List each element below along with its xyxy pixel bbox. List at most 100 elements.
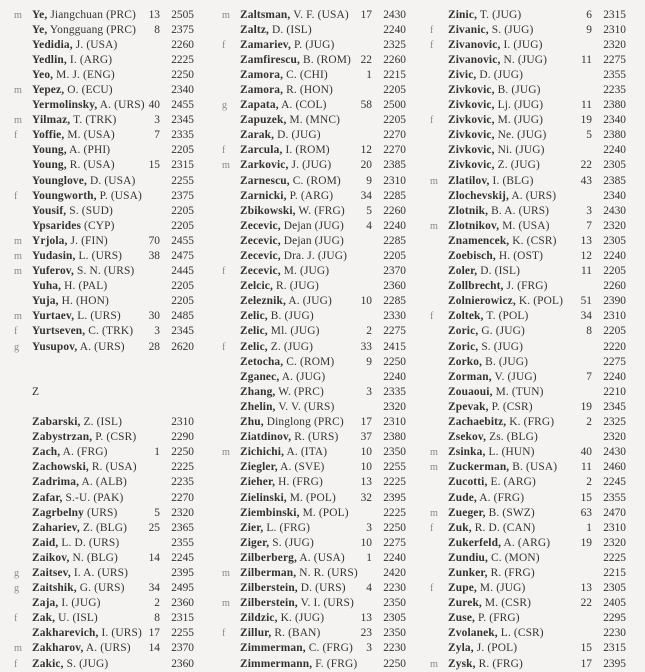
player-initials-country: V. V. (URS) [275, 400, 335, 413]
player-initials-country: N. (BLG) [69, 551, 118, 564]
player-name: Zivanovic, I. (JUG) [448, 38, 543, 53]
player-name: Zinic, T. (JUG) [448, 8, 521, 23]
player-surname: Young, [32, 159, 67, 172]
player-title-mark: m [222, 567, 230, 579]
player-rating: 2455 [171, 234, 194, 247]
player-title-mark: f [430, 24, 434, 36]
player-surname: Zagrbelny [32, 506, 84, 519]
player-surname: Zecevic, [240, 265, 281, 278]
player-entry: Zilberberg, A. (USA) 1 2240 [208, 551, 416, 566]
player-initials-country: A. (JUG) [285, 295, 332, 308]
player-initials-country: Z. (BLG) [79, 521, 128, 534]
player-rating: 2345 [171, 114, 194, 127]
player-surname: Zoric, [448, 340, 479, 353]
player-surname: Zoric, [448, 325, 479, 338]
player-games: 11 [581, 265, 592, 278]
player-name: Zsinka, L. (HUN) [448, 445, 535, 460]
player-entry: Zhu, Dinglong (PRC) 17 2310 [208, 415, 416, 430]
player-surname: Zaitsev, [32, 566, 71, 579]
player-title-mark: f [222, 145, 226, 157]
player-games: 51 [580, 295, 592, 308]
player-rating: 2320 [603, 219, 626, 232]
player-rating: 2250 [171, 446, 194, 459]
player-games: 11 [581, 99, 592, 112]
player-surname: Zivkovic, [448, 114, 495, 127]
player-rating: 2240 [383, 370, 406, 383]
player-initials-country: M. (TUN) [492, 385, 544, 398]
player-title-mark: f [14, 190, 18, 202]
player-initials-country: Zs. (BLG) [486, 431, 538, 444]
player-name: Zamariev, P. (JUG) [240, 38, 334, 53]
player-name: Zilberstein, D. (URS) [240, 581, 346, 596]
player-entry: Zarnicki, P. (ARG) 34 2285 [208, 189, 416, 204]
player-rating: 2325 [603, 416, 626, 429]
player-initials-country: J. (FIN) [67, 234, 108, 247]
player-entry: Zeleznik, A. (JUG) 10 2285 [208, 294, 416, 309]
player-initials-country: Lj. (JUG) [494, 99, 544, 112]
player-rating: 2320 [603, 38, 626, 51]
player-name: Zapuzek, M. (MNC) [240, 113, 340, 128]
player-entry: Ypsarides (CYP) 2205 [0, 219, 208, 234]
player-name: Zetocha, C. (ROM) [240, 355, 334, 370]
player-games: 25 [148, 521, 160, 534]
player-surname: Youngworth, [32, 189, 97, 202]
player-initials-country: R. D. (CAN) [471, 521, 536, 534]
player-initials-country: H. (OST) [495, 250, 544, 262]
player-title-mark: f [430, 311, 434, 323]
player-rating: 2295 [603, 612, 626, 625]
player-initials-country: M. (USA) [64, 129, 115, 142]
player-rating: 2205 [171, 204, 194, 217]
player-rating: 2345 [171, 325, 194, 338]
player-entry: m Yepez, O. (ECU) 2340 [0, 83, 208, 98]
player-name: Yurtaev, L. (URS) [32, 309, 121, 324]
player-rating: 2250 [383, 521, 406, 534]
player-rating: 2315 [171, 159, 194, 172]
player-name: Zabarski, Z. (ISL) [32, 415, 122, 430]
player-entry: Zachowski, R. (USA) 2225 [0, 460, 208, 475]
player-surname: Zinic, [448, 8, 478, 21]
player-initials-country: Yongguang (PRC) [47, 23, 137, 36]
player-rating: 2370 [171, 642, 194, 655]
player-initials-country: S. (SUD) [66, 204, 113, 217]
player-name: Zivkovic, Lj. (JUG) [448, 98, 543, 113]
player-entry: m Zlotnikov, M. (USA) 7 2320 [416, 219, 645, 234]
player-name: Zachowski, R. (USA) [32, 460, 137, 475]
player-entry: f Zamariev, P. (JUG) 2325 [208, 38, 416, 53]
player-rating: 2500 [383, 99, 406, 112]
player-surname: Zachaebitz, [448, 416, 507, 429]
player-surname: Zamora, [240, 83, 284, 96]
player-rating: 2205 [603, 325, 626, 338]
player-surname: Zelcic, [240, 280, 273, 293]
player-surname: Zollbrecht, [448, 280, 504, 293]
player-name: Zamfirescu, B. (ROM) [240, 53, 351, 68]
player-initials-country: B. (JUG) [482, 355, 529, 368]
player-surname: Zaikov, [32, 551, 70, 564]
player-games: 3 [366, 521, 372, 534]
player-entry: Zildzic, K. (JUG) 13 2305 [208, 611, 416, 626]
player-initials-country: U. (ISL) [55, 612, 98, 625]
player-games: 70 [148, 234, 160, 247]
player-entry: m Yuferov, S. N. (URS) 2445 [0, 264, 208, 279]
player-surname: Zuse, [448, 612, 476, 625]
player-name: Yrjola, J. (FIN) [32, 234, 108, 249]
player-surname: Zamariev, [240, 38, 292, 51]
player-entry: Zakharevich, I. (URS) 17 2255 [0, 626, 208, 641]
player-games: 17 [360, 416, 372, 429]
player-initials-country: J. (USA) [72, 38, 118, 51]
player-entry: m Yudasin, L. (URS) 38 2475 [0, 249, 208, 264]
player-entry: Zamora, C. (CHI) 1 2215 [208, 68, 416, 83]
player-name: Zecevic, Dejan (JUG) [240, 219, 344, 234]
player-rating: 2285 [383, 189, 406, 202]
player-title-mark: m [14, 311, 22, 323]
player-initials-country: A. (URS) [97, 99, 145, 112]
player-surname: Zoltek, [448, 310, 484, 323]
player-rating: 2310 [383, 416, 406, 429]
player-entry: Zaid, L. D. (URS) 2355 [0, 536, 208, 551]
player-initials-country: L. (CSR) [497, 627, 544, 640]
player-initials-country: D. (URS) [297, 582, 346, 595]
player-name: Zelic, Ml. (JUG) [240, 324, 320, 339]
player-entry: Zelic, Ml. (JUG) 2 2275 [208, 324, 416, 339]
player-rating: 2320 [603, 536, 626, 549]
player-initials-country: S.-U. (PAK) [62, 491, 124, 504]
player-name: Zurek, M. (CSR) [448, 596, 531, 611]
